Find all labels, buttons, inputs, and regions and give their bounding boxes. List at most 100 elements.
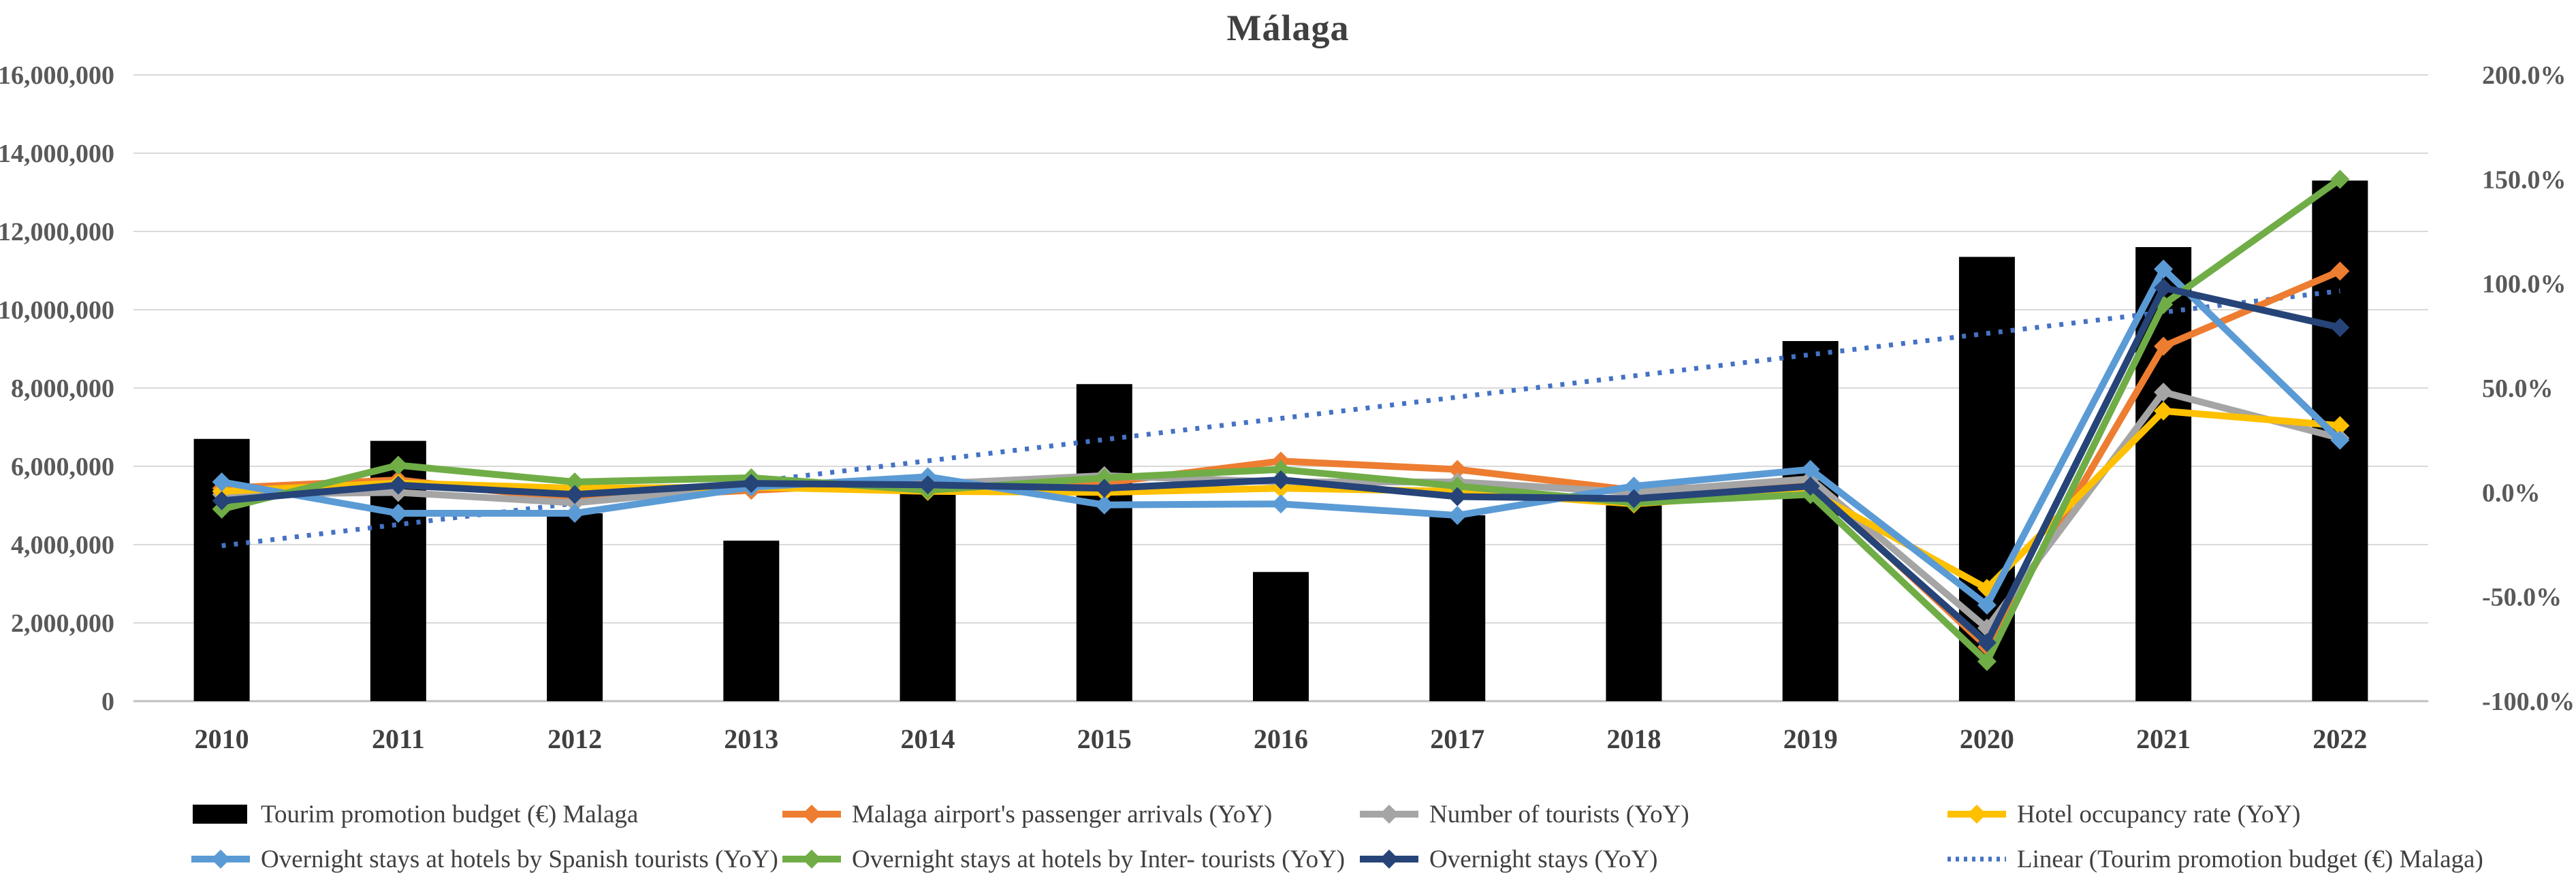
series-marker <box>1977 651 1997 671</box>
x-axis-label: 2020 <box>1960 724 2014 754</box>
series-marker <box>2330 416 2350 436</box>
right-axis-tick: 50.0% <box>2482 374 2554 403</box>
series-marker <box>1448 487 1467 506</box>
legend-label: Hotel occupancy rate (YoY) <box>2017 800 2301 828</box>
series-marker <box>742 474 761 494</box>
series-marker <box>918 475 938 495</box>
x-axis-label: 2013 <box>724 724 778 754</box>
x-axis-label: 2015 <box>1077 724 1132 754</box>
x-axis-label: 2010 <box>195 724 249 754</box>
legend-item: Malaga airport's passenger arrivals (YoY… <box>781 799 1272 829</box>
series-marker <box>1448 477 1467 496</box>
bar <box>900 489 956 701</box>
series-marker <box>1094 495 1114 515</box>
left-axis-tick: 6,000,000 <box>11 453 114 481</box>
series-marker <box>388 455 408 475</box>
series-marker <box>1271 459 1290 479</box>
x-axis-label: 2016 <box>1254 724 1308 754</box>
series-marker <box>388 475 408 495</box>
series-marker <box>1800 477 1820 496</box>
right-axis-tick: -50.0% <box>2482 583 2562 612</box>
line-swatch-icon <box>1947 805 2006 824</box>
series-marker <box>1271 494 1290 514</box>
bar-swatch-icon <box>193 805 247 824</box>
x-axis-label: 2022 <box>2312 724 2367 754</box>
legend-label: Number of tourists (YoY) <box>1429 800 1689 828</box>
x-axis-label: 2019 <box>1783 724 1838 754</box>
series-marker <box>2330 261 2350 281</box>
series-marker <box>565 472 585 491</box>
legend-item: Overnight stays (YoY) <box>1358 844 1657 874</box>
series-marker <box>212 472 232 491</box>
series-marker <box>1624 489 1644 509</box>
right-axis-tick: 200.0% <box>2482 61 2566 90</box>
series-marker <box>1094 479 1114 498</box>
x-axis-label: 2012 <box>547 724 602 754</box>
right-axis-tick: 150.0% <box>2482 165 2566 194</box>
left-axis-tick: 10,000,000 <box>0 296 114 325</box>
series-marker <box>1094 468 1114 487</box>
left-axis-tick: 16,000,000 <box>0 61 114 90</box>
left-axis-tick: 0 <box>101 688 114 716</box>
series-marker <box>1448 506 1467 526</box>
left-axis-tick: 14,000,000 <box>0 140 114 168</box>
bar <box>1429 515 1486 701</box>
x-axis-label: 2018 <box>1606 724 1661 754</box>
series-marker <box>1800 459 1820 479</box>
line-swatch-icon <box>191 850 250 869</box>
legend-item: Hotel occupancy rate (YoY) <box>1946 799 2300 829</box>
legend-label: Overnight stays at hotels by Spanish tou… <box>261 845 778 873</box>
legend-label: Tourim promotion budget (€) Malaga <box>261 800 639 828</box>
legend-item: Overnight stays at hotels by Spanish tou… <box>190 844 778 874</box>
series-marker <box>212 491 232 511</box>
series-marker <box>1448 459 1467 479</box>
legend-item: Overnight stays at hotels by Inter- tour… <box>781 844 1345 874</box>
dotted-swatch-icon <box>1947 856 2006 862</box>
x-axis-label: 2021 <box>2136 724 2191 754</box>
right-axis-tick: 100.0% <box>2482 270 2566 299</box>
series-marker <box>2154 259 2174 279</box>
legend-item: Linear (Tourim promotion budget (€) Mala… <box>1946 844 2483 874</box>
line-swatch-icon <box>1360 850 1418 869</box>
series-marker <box>2330 430 2350 450</box>
right-axis-tick: 0.0% <box>2482 479 2541 507</box>
line-swatch-icon <box>1360 805 1418 824</box>
series-marker <box>565 504 585 523</box>
series-marker <box>2330 170 2350 189</box>
line-swatch-icon <box>782 850 841 869</box>
legend-label: Overnight stays (YoY) <box>1429 845 1658 873</box>
bar <box>1606 505 1662 701</box>
series-marker <box>2330 318 2350 338</box>
bar <box>547 513 603 701</box>
series-marker <box>1624 477 1644 496</box>
legend-item: Number of tourists (YoY) <box>1358 799 1689 829</box>
series-marker <box>388 504 408 523</box>
bar <box>1782 341 1839 701</box>
chart-title: Málaga <box>1226 7 1350 48</box>
x-axis-label: 2014 <box>901 724 955 754</box>
series-marker <box>2154 336 2174 356</box>
legend-label: Linear (Tourim promotion budget (€) Mala… <box>2017 845 2483 873</box>
left-axis-tick: 4,000,000 <box>11 531 114 560</box>
left-axis-tick: 8,000,000 <box>11 374 114 403</box>
bar <box>1253 572 1309 701</box>
series-marker <box>2154 401 2174 421</box>
series-marker <box>1271 470 1290 489</box>
x-axis-label: 2011 <box>372 724 425 754</box>
line-swatch-icon <box>782 805 841 824</box>
series-marker <box>1977 633 1997 653</box>
series-marker <box>1977 595 1997 615</box>
series-marker <box>565 485 585 504</box>
series-marker <box>2154 278 2174 297</box>
bar <box>723 541 780 701</box>
right-axis-tick: -100.0% <box>2482 688 2575 716</box>
left-axis-tick: 12,000,000 <box>0 218 114 246</box>
x-axis-label: 2017 <box>1430 724 1484 754</box>
legend-label: Malaga airport's passenger arrivals (YoY… <box>852 800 1273 828</box>
legend-label: Overnight stays at hotels by Inter- tour… <box>852 845 1346 873</box>
left-axis-tick: 2,000,000 <box>11 609 114 638</box>
series-marker <box>2154 383 2174 402</box>
